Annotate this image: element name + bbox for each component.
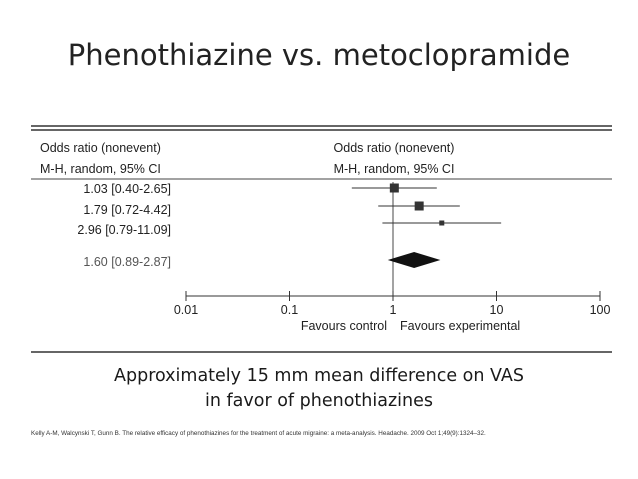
slide-title: Phenothiazine vs. metoclopramide [67, 38, 571, 72]
study-3-ci-label: 2.96 [0.79-11.09] [77, 223, 171, 237]
right-header-line1: Odds ratio (nonevent) [334, 141, 455, 155]
study-3-point [439, 220, 445, 226]
x-tick-label: 0.1 [281, 303, 298, 317]
x-tick-label: 1 [390, 303, 397, 317]
summary-caption: Approximately 15 mm mean difference on V… [0, 364, 638, 414]
x-tick-label: 100 [590, 303, 611, 317]
x-axis-ticks: 0.01 0.1 1 10 100 [174, 291, 611, 317]
caption-line-1: Approximately 15 mm mean difference on V… [114, 366, 524, 386]
favours-control-label: Favours control [301, 319, 387, 333]
left-header-line2: M-H, random, 95% CI [40, 162, 161, 176]
left-header-line1: Odds ratio (nonevent) [40, 141, 161, 155]
favours-experimental-label: Favours experimental [400, 319, 520, 333]
x-tick-label: 10 [490, 303, 504, 317]
x-tick-label: 0.01 [174, 303, 198, 317]
pooled-ci-label: 1.60 [0.89-2.87] [83, 255, 171, 269]
study-1-ci-label: 1.03 [0.40-2.65] [83, 182, 171, 196]
study-2-ci-label: 1.79 [0.72-4.42] [83, 203, 171, 217]
right-header-line2: M-H, random, 95% CI [334, 162, 455, 176]
caption-line-2: in favor of phenothiazines [205, 391, 433, 411]
study-2-point [414, 201, 424, 211]
study-1-point [389, 183, 399, 193]
study-1-marker-group [351, 183, 437, 193]
pooled-estimate-diamond [387, 252, 441, 268]
study-2-marker-group [378, 201, 460, 211]
citation: Kelly A-M, Walcynski T, Gunn B. The rela… [31, 430, 486, 437]
study-3-marker-group [382, 220, 502, 226]
